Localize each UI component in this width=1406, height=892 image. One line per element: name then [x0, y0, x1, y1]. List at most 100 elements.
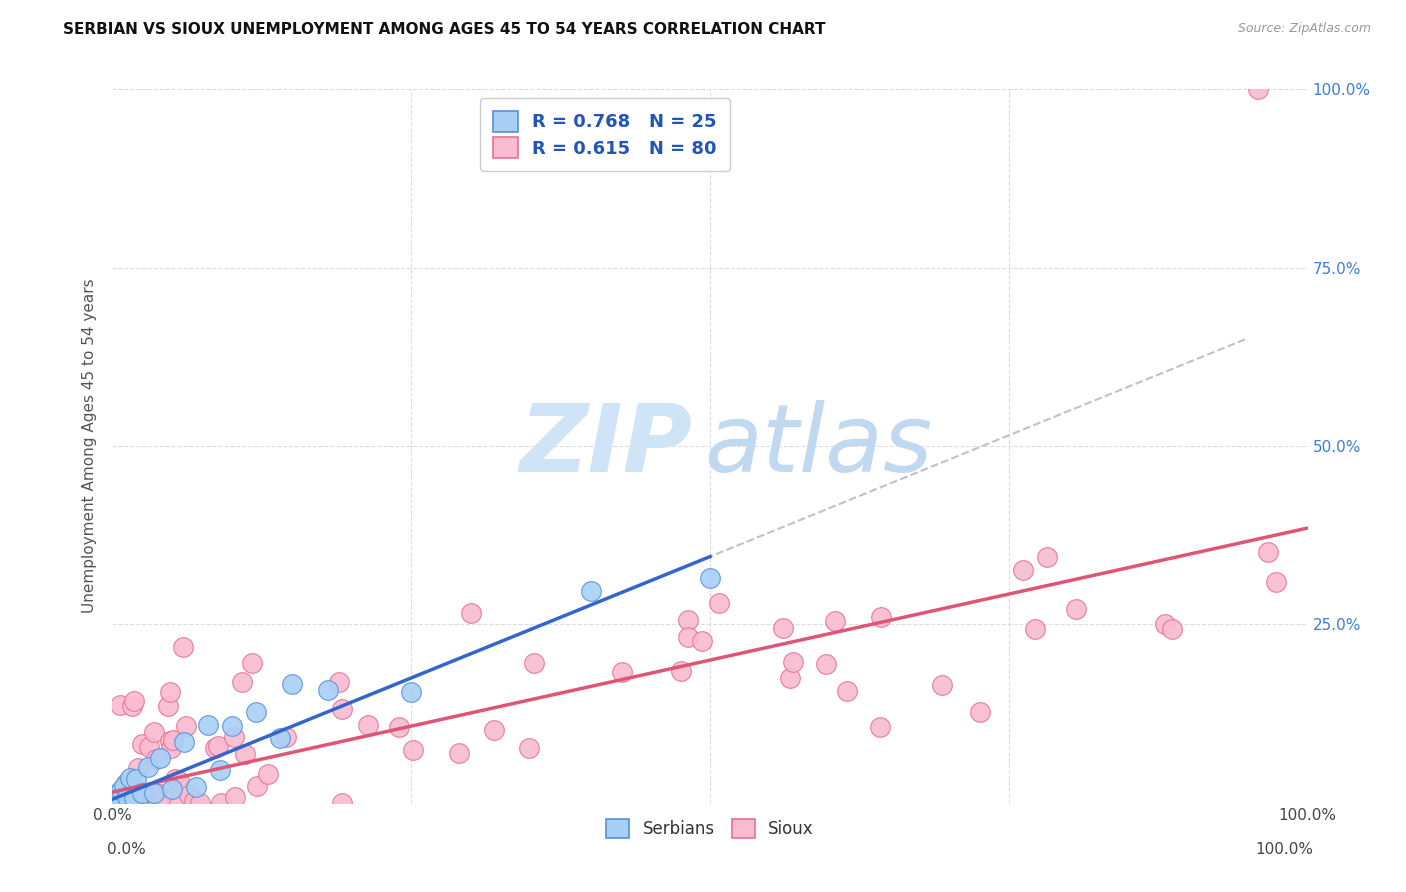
Point — [401, 685, 423, 699]
Point — [835, 684, 858, 698]
Point — [188, 796, 211, 810]
Text: ZIP: ZIP — [519, 400, 692, 492]
Point — [149, 751, 172, 765]
Point — [690, 634, 713, 648]
Point — [162, 733, 184, 747]
Point — [281, 676, 304, 690]
Text: atlas: atlas — [704, 401, 932, 491]
Point — [242, 656, 264, 670]
Point — [108, 796, 131, 810]
Point — [1036, 550, 1059, 565]
Point — [207, 739, 229, 754]
Point — [388, 721, 411, 735]
Point — [186, 780, 208, 794]
Point — [204, 741, 226, 756]
Point — [824, 614, 846, 628]
Point — [166, 775, 188, 789]
Point — [257, 767, 280, 781]
Point — [401, 743, 423, 757]
Point — [815, 657, 838, 672]
Point — [177, 788, 200, 802]
Point — [869, 720, 891, 734]
Point — [209, 763, 232, 777]
Point — [146, 787, 169, 801]
Point — [159, 734, 181, 748]
Text: SERBIAN VS SIOUX UNEMPLOYMENT AMONG AGES 45 TO 54 YEARS CORRELATION CHART: SERBIAN VS SIOUX UNEMPLOYMENT AMONG AGES… — [63, 22, 825, 37]
Legend: Serbians, Sioux: Serbians, Sioux — [599, 812, 821, 845]
Point — [1257, 545, 1279, 559]
Point — [160, 740, 183, 755]
Point — [209, 796, 232, 810]
Point — [969, 705, 991, 719]
Point — [107, 792, 129, 806]
Point — [328, 674, 350, 689]
Point — [173, 734, 195, 748]
Point — [772, 621, 794, 635]
Point — [224, 790, 246, 805]
Point — [145, 796, 167, 810]
Point — [167, 773, 190, 788]
Point — [1012, 562, 1035, 576]
Point — [163, 772, 186, 786]
Point — [124, 694, 146, 708]
Point — [127, 761, 149, 775]
Point — [114, 779, 135, 793]
Point — [122, 790, 145, 805]
Point — [330, 702, 353, 716]
Point — [183, 794, 205, 808]
Point — [121, 698, 143, 713]
Point — [316, 683, 339, 698]
Point — [125, 772, 148, 786]
Point — [231, 675, 253, 690]
Point — [357, 718, 380, 732]
Point — [669, 664, 692, 678]
Point — [447, 746, 470, 760]
Point — [610, 665, 633, 679]
Point — [1154, 616, 1177, 631]
Point — [676, 613, 699, 627]
Point — [222, 731, 245, 745]
Point — [156, 698, 179, 713]
Point — [176, 719, 198, 733]
Point — [482, 723, 505, 738]
Point — [172, 640, 194, 655]
Point — [1265, 574, 1288, 589]
Text: Source: ZipAtlas.com: Source: ZipAtlas.com — [1237, 22, 1371, 36]
Point — [148, 796, 170, 810]
Point — [108, 698, 131, 712]
Point — [162, 782, 183, 797]
Point — [145, 752, 167, 766]
Point — [132, 789, 155, 804]
Point — [709, 596, 731, 610]
Point — [197, 717, 219, 731]
Point — [131, 786, 153, 800]
Text: 100.0%: 100.0% — [1256, 842, 1313, 857]
Point — [931, 678, 953, 692]
Point — [699, 571, 721, 585]
Point — [1064, 602, 1087, 616]
Point — [1247, 82, 1270, 96]
Point — [517, 741, 540, 756]
Point — [1024, 622, 1046, 636]
Point — [1160, 622, 1182, 636]
Point — [110, 783, 132, 797]
Point — [221, 719, 243, 733]
Point — [115, 776, 138, 790]
Point — [131, 737, 153, 751]
Point — [143, 786, 166, 800]
Point — [523, 656, 546, 670]
Point — [779, 671, 801, 685]
Point — [269, 731, 291, 746]
Point — [138, 760, 160, 774]
Point — [143, 724, 166, 739]
Y-axis label: Unemployment Among Ages 45 to 54 years: Unemployment Among Ages 45 to 54 years — [82, 278, 97, 614]
Point — [460, 606, 482, 620]
Point — [159, 685, 181, 699]
Point — [245, 706, 267, 720]
Point — [167, 796, 190, 810]
Point — [330, 796, 353, 810]
Point — [782, 656, 804, 670]
Point — [138, 739, 160, 754]
Point — [134, 796, 156, 810]
Point — [870, 610, 893, 624]
